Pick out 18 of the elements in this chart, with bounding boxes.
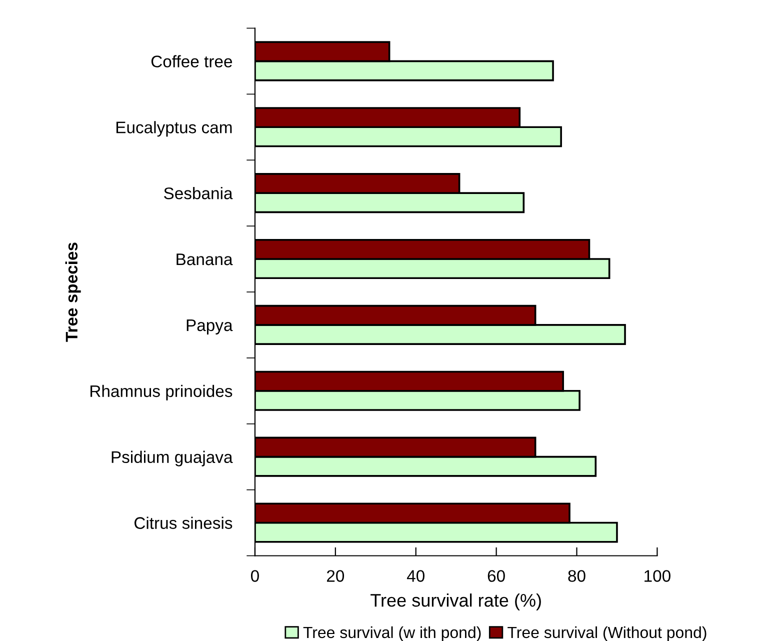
y-tick-label: Banana — [176, 254, 233, 266]
x-tick-label: 100 — [644, 570, 670, 582]
y-tick-label: Papya — [186, 320, 233, 334]
y-tick-label: Citrus sinesis — [134, 516, 232, 529]
x-axis-title: Tree survival rate (%) — [370, 594, 541, 610]
x-tick-label: 20 — [326, 570, 344, 582]
x-tick-label: 80 — [568, 570, 586, 582]
y-tick-label: Coffee tree — [151, 55, 232, 68]
x-tick-label: 0 — [250, 570, 259, 582]
y-tick-label: Rhamnus prinoides — [90, 384, 232, 400]
y-axis-title: Tree species — [65, 242, 81, 342]
y-tick-label: Eucalyptus cam — [116, 121, 232, 137]
x-tick-label: 40 — [406, 570, 424, 582]
x-tick-label: 60 — [488, 570, 505, 582]
y-tick-label: Sesbania — [164, 187, 233, 200]
legend-label: Tree survival (w ith pond) — [303, 626, 481, 641]
legend-label: Tree survival (Without pond) — [508, 626, 706, 641]
y-tick-label: Psidium guajava — [112, 450, 233, 466]
